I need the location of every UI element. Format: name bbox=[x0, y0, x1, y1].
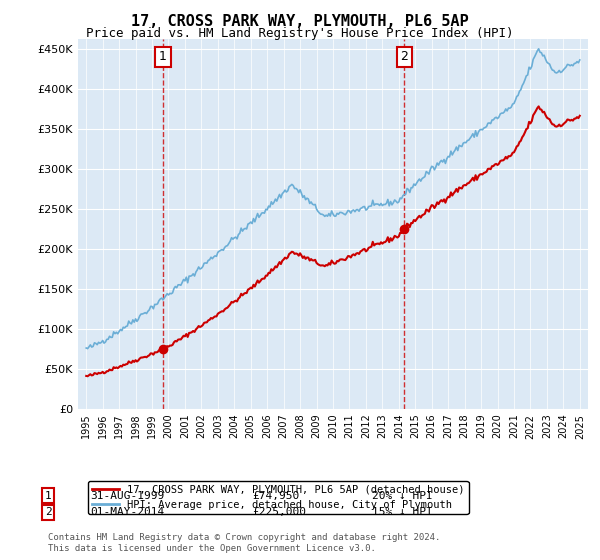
Text: 1: 1 bbox=[44, 491, 52, 501]
Text: £225,000: £225,000 bbox=[252, 507, 306, 517]
Text: 20% ↓ HPI: 20% ↓ HPI bbox=[372, 491, 433, 501]
Text: 2: 2 bbox=[400, 50, 408, 63]
Text: Price paid vs. HM Land Registry's House Price Index (HPI): Price paid vs. HM Land Registry's House … bbox=[86, 27, 514, 40]
Text: £74,950: £74,950 bbox=[252, 491, 299, 501]
Text: 31-AUG-1999: 31-AUG-1999 bbox=[90, 491, 164, 501]
Text: 1: 1 bbox=[159, 50, 167, 63]
Legend: 17, CROSS PARK WAY, PLYMOUTH, PL6 5AP (detached house), HPI: Average price, deta: 17, CROSS PARK WAY, PLYMOUTH, PL6 5AP (d… bbox=[88, 480, 469, 514]
Text: 2: 2 bbox=[44, 507, 52, 517]
Text: 15% ↓ HPI: 15% ↓ HPI bbox=[372, 507, 433, 517]
Text: Contains HM Land Registry data © Crown copyright and database right 2024.
This d: Contains HM Land Registry data © Crown c… bbox=[48, 533, 440, 553]
Text: 01-MAY-2014: 01-MAY-2014 bbox=[90, 507, 164, 517]
Text: 17, CROSS PARK WAY, PLYMOUTH, PL6 5AP: 17, CROSS PARK WAY, PLYMOUTH, PL6 5AP bbox=[131, 14, 469, 29]
